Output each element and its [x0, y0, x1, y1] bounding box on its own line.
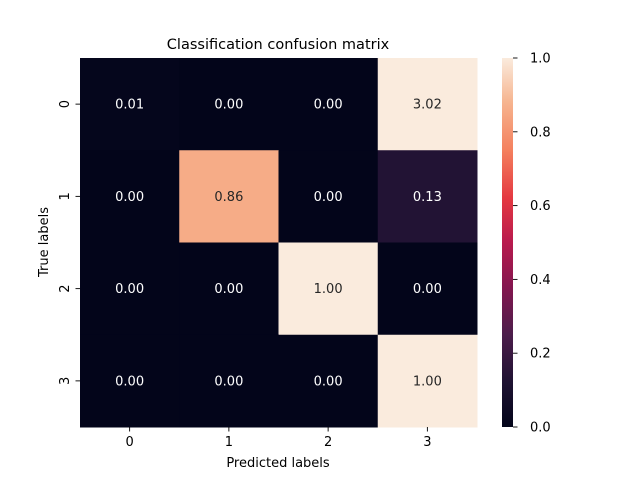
colorbar-tick-label-3: 0.6: [530, 199, 551, 214]
heatmap-cell-1-1: [179, 150, 279, 243]
cell-annotation-1-2: 0.00: [314, 190, 343, 205]
y-tick-label-1: 1: [58, 192, 73, 200]
colorbar-axis: 0.0 0.2 0.4 0.6 0.8 1.0: [513, 52, 551, 436]
cell-annotation-2-1: 0.00: [214, 282, 243, 297]
y-tick-label-2: 2: [58, 284, 73, 292]
cell-annotation-0-3: 3.02: [413, 98, 442, 113]
heatmap-cell-0-1: [179, 58, 279, 151]
cell-annotation-2-2: 1.00: [314, 282, 343, 297]
heatmap-cell-2-2: [278, 242, 379, 336]
cell-annotation-1-0: 0.00: [115, 190, 144, 205]
heatmap-cell-2-0: [80, 242, 180, 336]
heatmap-cell-3-1: [179, 334, 279, 428]
heatmap-cell-0-2: [278, 58, 379, 151]
cell-annotation-3-2: 0.00: [314, 374, 343, 389]
colorbar-tick-label-0: 0.0: [530, 421, 551, 436]
colorbar-tick-label-2: 0.4: [530, 273, 551, 288]
y-axis: 0 1 2 3: [58, 100, 80, 385]
heatmap-cell-0-3: [377, 58, 478, 151]
cell-annotation-1-3: 0.13: [413, 190, 442, 205]
x-axis-label: Predicted labels: [226, 456, 330, 471]
heatmap-cell-3-0: [80, 334, 180, 428]
colorbar-tick-label-4: 0.8: [530, 125, 551, 140]
cell-annotation-3-1: 0.00: [214, 374, 243, 389]
chart-title: Classification confusion matrix: [167, 37, 390, 53]
x-tick-label-1: 1: [225, 435, 233, 450]
heatmap-cell-1-2: [278, 150, 379, 243]
heatmap-cell-1-3: [377, 150, 478, 243]
x-tick-label-3: 3: [423, 435, 431, 450]
y-tick-label-3: 3: [58, 377, 73, 385]
x-tick-label-2: 2: [324, 435, 332, 450]
heatmap-grid: [80, 58, 478, 428]
cell-annotation-0-1: 0.00: [214, 98, 243, 113]
cell-annotation-3-0: 0.00: [115, 374, 144, 389]
heatmap-cell-2-1: [179, 242, 279, 336]
x-axis: 0 1 2 3: [125, 427, 432, 450]
heatmap-cell-3-2: [278, 334, 379, 428]
cell-annotation-3-3: 1.00: [413, 374, 442, 389]
cell-annotation-2-0: 0.00: [115, 282, 144, 297]
cell-annotation-0-0: 0.01: [115, 98, 144, 113]
colorbar-tick-label-5: 1.0: [530, 52, 551, 67]
x-tick-label-0: 0: [125, 435, 133, 450]
heatmap-cell-3-3: [377, 334, 478, 428]
cell-annotation-0-2: 0.00: [314, 98, 343, 113]
colorbar-tick-label-1: 0.2: [530, 347, 551, 362]
y-axis-label: True labels: [37, 207, 52, 278]
heatmap-cell-0-0: [80, 58, 180, 151]
cell-annotation-1-1: 0.86: [214, 190, 243, 205]
heatmap-cell-2-3: [377, 242, 478, 336]
heatmap-cell-1-0: [80, 150, 180, 243]
cell-annotations: 0.01 0.00 0.00 3.02 0.00 0.86 0.00 0.13 0.00 0.00…: [115, 98, 442, 390]
y-tick-label-0: 0: [58, 100, 73, 108]
colorbar-gradient: [502, 58, 513, 427]
cell-annotation-2-3: 0.00: [413, 282, 442, 297]
